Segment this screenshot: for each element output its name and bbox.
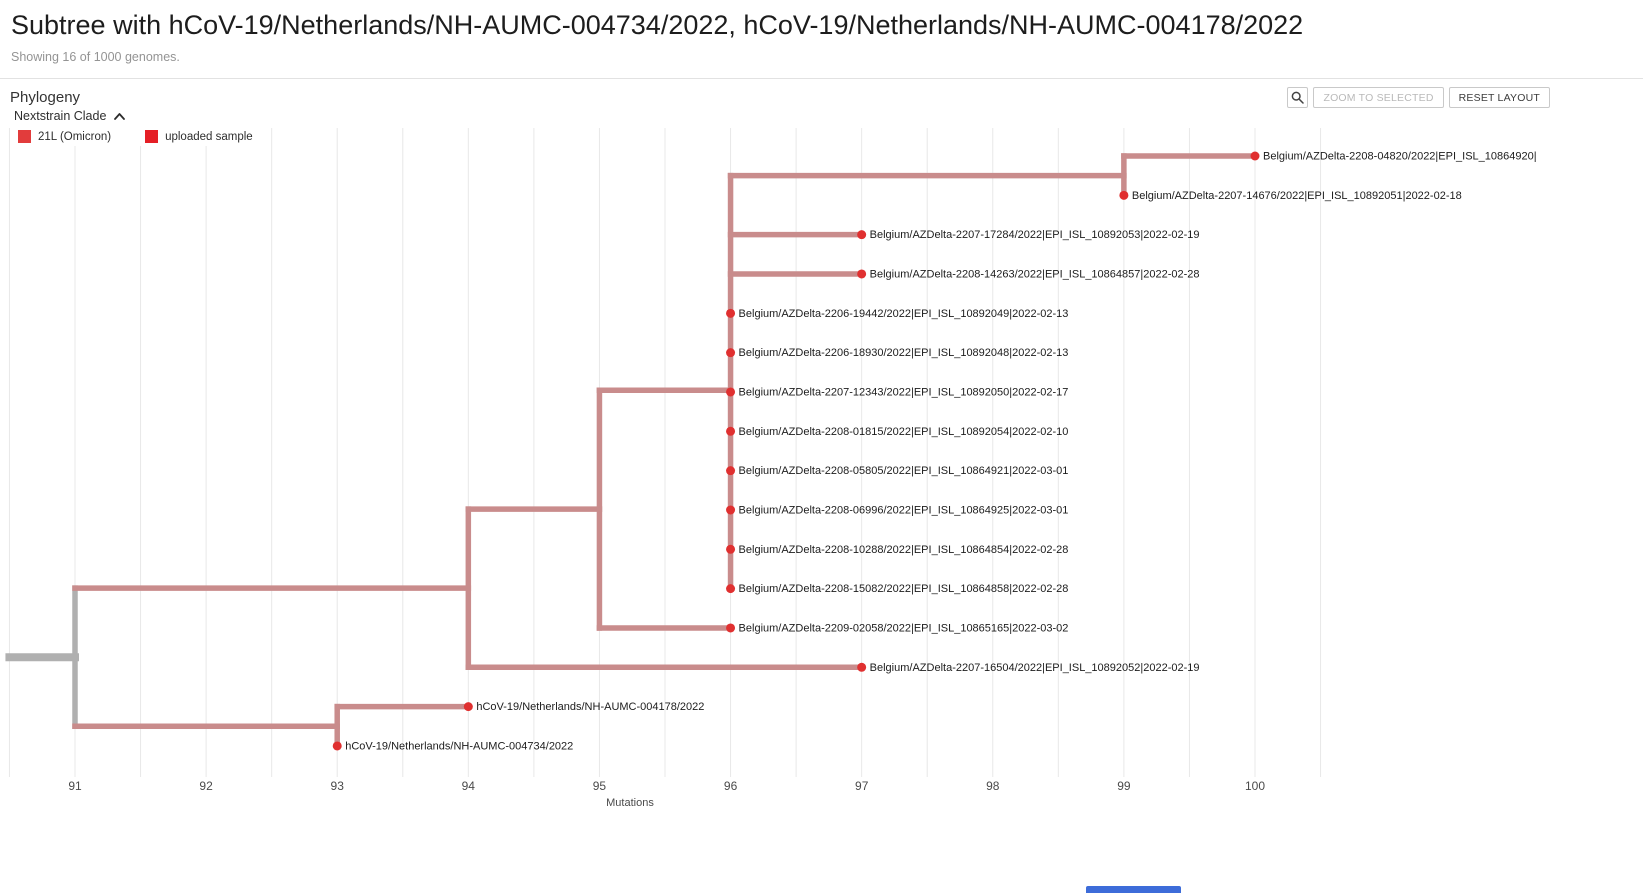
tip-label[interactable]: Belgium/AZDelta-2208-15082/2022|EPI_ISL_… <box>739 583 1069 595</box>
tip-node[interactable] <box>1119 190 1129 200</box>
tip-label[interactable]: Belgium/AZDelta-2207-14676/2022|EPI_ISL_… <box>1132 190 1462 202</box>
zoom-icon-button[interactable] <box>1287 87 1309 108</box>
x-tick-label: 99 <box>1117 779 1131 793</box>
tip-label[interactable]: Belgium/AZDelta-2208-01815/2022|EPI_ISL_… <box>739 426 1069 438</box>
tip-label[interactable]: Belgium/AZDelta-2208-04820/2022|EPI_ISL_… <box>1263 151 1537 163</box>
magnifier-icon <box>1292 91 1305 104</box>
uploaded-sample-color-swatch <box>145 130 159 143</box>
legend-item-21L-omicron[interactable]: 21L (Omicron) <box>18 130 111 143</box>
x-tick-label: 92 <box>199 779 213 793</box>
tip-label[interactable]: Belgium/AZDelta-2208-14263/2022|EPI_ISL_… <box>870 268 1200 280</box>
legend-header[interactable]: Nextstrain Clade <box>14 109 126 123</box>
x-tick-label: 91 <box>68 779 82 793</box>
tip-node[interactable] <box>726 505 736 515</box>
tip-label[interactable]: hCoV-19/Netherlands/NH-AUMC-004178/2022 <box>476 701 704 713</box>
tip-label[interactable]: Belgium/AZDelta-2208-05805/2022|EPI_ISL_… <box>739 465 1069 477</box>
header-divider <box>0 78 1643 79</box>
tip-label[interactable]: Belgium/AZDelta-2207-12343/2022|EPI_ISL_… <box>739 386 1069 398</box>
x-tick-label: 97 <box>855 779 869 793</box>
tip-label[interactable]: Belgium/AZDelta-2208-06996/2022|EPI_ISL_… <box>739 504 1069 516</box>
tip-node[interactable] <box>332 741 342 751</box>
x-tick-label: 96 <box>724 779 738 793</box>
legend-title: Nextstrain Clade <box>14 109 107 123</box>
genome-count-text: Showing 16 of 1000 genomes. <box>11 50 180 64</box>
clade-color-swatch <box>18 130 31 143</box>
tip-label[interactable]: hCoV-19/Netherlands/NH-AUMC-004734/2022 <box>345 740 573 752</box>
x-tick-label: 95 <box>593 779 607 793</box>
x-tick-label: 93 <box>331 779 345 793</box>
tip-node[interactable] <box>726 623 736 633</box>
page-header: Subtree with hCoV-19/Netherlands/NH-AUMC… <box>11 10 1633 64</box>
reset-layout-button[interactable]: RESET LAYOUT <box>1448 87 1550 108</box>
tip-node[interactable] <box>726 544 736 554</box>
tip-node[interactable] <box>726 308 736 318</box>
legend-item-label: 21L (Omicron) <box>38 130 112 143</box>
panel-actions: ZOOM TO SELECTED RESET LAYOUT <box>1287 87 1550 108</box>
tip-label[interactable]: Belgium/AZDelta-2206-19442/2022|EPI_ISL_… <box>739 308 1069 320</box>
tip-node[interactable] <box>726 466 736 476</box>
tip-node[interactable] <box>726 387 736 397</box>
tip-node[interactable] <box>726 426 736 436</box>
tip-node[interactable] <box>857 230 867 240</box>
tip-node[interactable] <box>726 348 736 358</box>
zoom-to-selected-button[interactable]: ZOOM TO SELECTED <box>1313 87 1444 108</box>
tip-label[interactable]: Belgium/AZDelta-2207-17284/2022|EPI_ISL_… <box>870 229 1200 241</box>
tip-label[interactable]: Belgium/AZDelta-2208-10288/2022|EPI_ISL_… <box>739 544 1069 556</box>
phylogeny-tree-canvas[interactable]: 91 92 93 94 95 96 97 98 99 100 Mutations Belgium/AZ… <box>0 128 1643 818</box>
tip-label[interactable]: Belgium/AZDelta-2206-18930/2022|EPI_ISL_… <box>739 347 1069 359</box>
tip-node[interactable] <box>857 269 867 279</box>
legend-item-uploaded-sample[interactable]: uploaded sample <box>145 130 253 143</box>
x-tick-label: 100 <box>1245 779 1265 793</box>
page-title: Subtree with hCoV-19/Netherlands/NH-AUMC… <box>11 10 1304 40</box>
tip-label[interactable]: Belgium/AZDelta-2207-16504/2022|EPI_ISL_… <box>870 662 1200 674</box>
x-axis-title: Mutations <box>606 797 654 809</box>
tip-node[interactable] <box>726 584 736 594</box>
tip-label[interactable]: Belgium/AZDelta-2209-02058/2022|EPI_ISL_… <box>739 622 1069 634</box>
legend-item-label: uploaded sample <box>165 130 253 143</box>
tip-node[interactable] <box>463 702 473 712</box>
bottom-partial-element <box>1086 886 1181 893</box>
panel-title: Phylogeny <box>10 89 81 106</box>
legend-items: 21L (Omicron) uploaded sample <box>14 127 261 146</box>
tip-node[interactable] <box>857 662 867 672</box>
x-tick-label: 94 <box>462 779 476 793</box>
x-tick-label: 98 <box>986 779 1000 793</box>
tip-node[interactable] <box>1250 151 1260 161</box>
chevron-up-icon <box>114 112 126 120</box>
